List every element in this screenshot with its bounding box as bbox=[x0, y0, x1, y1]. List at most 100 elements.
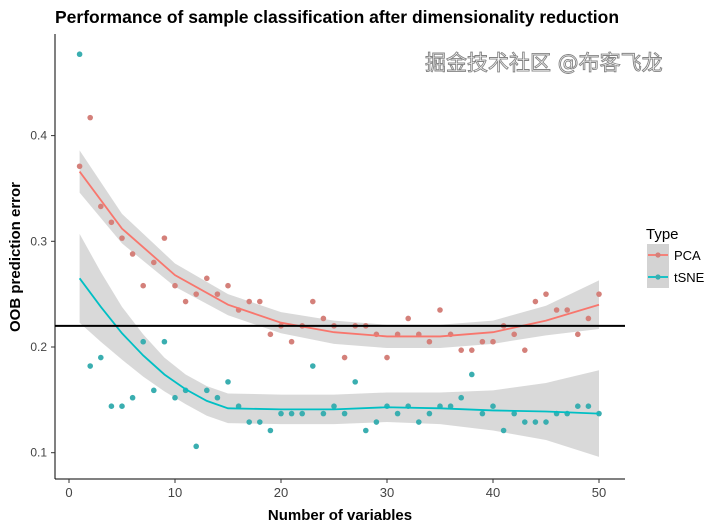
data-point-tsne bbox=[543, 419, 549, 425]
data-point-pca bbox=[172, 282, 178, 289]
data-point-tsne bbox=[288, 410, 295, 417]
data-point-tsne bbox=[299, 410, 306, 417]
data-point-tsne bbox=[500, 427, 507, 434]
data-point-tsne bbox=[172, 394, 178, 401]
data-point-tsne bbox=[575, 403, 581, 409]
confidence-band-pca bbox=[79, 150, 600, 349]
x-axis-label: Number of variables bbox=[268, 507, 412, 524]
data-point-pca bbox=[288, 338, 295, 345]
data-point-pca bbox=[267, 331, 274, 338]
data-point-tsne bbox=[267, 427, 274, 434]
data-point-tsne bbox=[140, 338, 146, 345]
data-point-pca bbox=[161, 235, 168, 241]
data-point-tsne bbox=[151, 387, 157, 394]
data-point-pca bbox=[310, 298, 316, 305]
data-point-pca bbox=[182, 298, 189, 305]
legend: Type PCA tSNE bbox=[646, 226, 705, 288]
legend-point-tsne bbox=[655, 274, 661, 280]
data-point-tsne bbox=[108, 403, 115, 409]
data-point-pca bbox=[575, 331, 581, 338]
data-point-tsne bbox=[129, 394, 136, 401]
data-point-tsne bbox=[310, 363, 316, 369]
data-point-pca bbox=[405, 315, 412, 322]
data-point-tsne bbox=[246, 419, 252, 425]
legend-title: Type bbox=[646, 226, 679, 243]
data-point-tsne bbox=[119, 403, 125, 409]
x-tick-label: 20 bbox=[274, 485, 288, 500]
y-tick-label: 0.4 bbox=[30, 129, 47, 143]
data-point-tsne bbox=[373, 419, 380, 425]
data-point-pca bbox=[479, 338, 486, 345]
data-point-tsne bbox=[363, 427, 369, 434]
data-point-tsne bbox=[76, 51, 83, 58]
data-point-tsne bbox=[458, 394, 465, 401]
data-point-pca bbox=[490, 338, 496, 345]
data-point-tsne bbox=[87, 363, 93, 369]
data-point-pca bbox=[225, 282, 231, 289]
x-tick-label: 0 bbox=[65, 485, 72, 500]
data-point-tsne bbox=[331, 403, 337, 409]
plot-area: 0.1 0.2 0.3 0.4 0 10 20 30 40 50 bbox=[30, 34, 625, 500]
y-tick-label: 0.3 bbox=[30, 234, 47, 248]
smooth-line-tsne bbox=[78, 277, 600, 415]
chart-title: Performance of sample classification aft… bbox=[55, 7, 619, 27]
data-point-pca bbox=[532, 298, 539, 305]
y-tick-label: 0.2 bbox=[30, 340, 47, 354]
data-point-tsne bbox=[447, 403, 454, 409]
data-point-tsne bbox=[225, 379, 231, 385]
data-point-pca bbox=[204, 275, 210, 282]
data-point-pca bbox=[193, 291, 199, 297]
data-point-tsne bbox=[98, 354, 104, 361]
data-point-tsne bbox=[479, 410, 486, 417]
smooth-line-pca bbox=[78, 171, 600, 338]
data-point-tsne bbox=[532, 419, 539, 425]
data-point-pca bbox=[543, 291, 549, 297]
data-point-pca bbox=[596, 291, 602, 297]
data-point-tsne bbox=[278, 410, 284, 417]
data-point-tsne bbox=[522, 419, 528, 425]
data-point-pca bbox=[553, 307, 560, 313]
legend-label-tsne: tSNE bbox=[674, 270, 705, 285]
data-point-tsne bbox=[469, 371, 475, 378]
data-point-tsne bbox=[320, 410, 327, 417]
data-point-pca bbox=[98, 203, 104, 210]
data-point-tsne bbox=[214, 394, 221, 401]
data-point-pca bbox=[426, 338, 433, 345]
watermark: 掘金技术社区 @布客飞龙 bbox=[425, 51, 663, 75]
data-point-tsne bbox=[511, 410, 517, 417]
data-point-tsne bbox=[257, 419, 263, 425]
data-point-pca bbox=[119, 235, 125, 241]
data-point-pca bbox=[246, 298, 252, 305]
data-point-tsne bbox=[416, 419, 422, 425]
data-point-pca bbox=[76, 163, 83, 170]
data-point-tsne bbox=[161, 338, 168, 345]
data-point-tsne bbox=[426, 410, 433, 417]
data-point-pca bbox=[341, 354, 348, 361]
data-point-tsne bbox=[394, 410, 401, 417]
data-point-pca bbox=[458, 347, 465, 353]
data-point-pca bbox=[384, 354, 390, 361]
data-point-tsne bbox=[193, 443, 199, 450]
data-point-pca bbox=[151, 259, 157, 266]
data-point-tsne bbox=[490, 403, 496, 409]
data-point-tsne bbox=[341, 410, 348, 417]
data-point-pca bbox=[522, 347, 528, 353]
x-tick-label: 40 bbox=[486, 485, 500, 500]
x-tick-label: 50 bbox=[592, 485, 606, 500]
data-point-pca bbox=[214, 291, 221, 297]
data-point-pca bbox=[320, 315, 327, 322]
data-point-tsne bbox=[352, 379, 359, 385]
data-point-pca bbox=[140, 282, 146, 289]
data-point-pca bbox=[585, 315, 592, 322]
data-point-tsne bbox=[204, 387, 210, 394]
data-point-pca bbox=[87, 114, 93, 121]
legend-point-pca bbox=[655, 252, 661, 258]
data-point-pca bbox=[564, 307, 570, 313]
y-axis-label: OOB prediction error bbox=[7, 182, 24, 332]
data-point-pca bbox=[108, 219, 115, 226]
data-point-pca bbox=[257, 298, 263, 305]
legend-label-pca: PCA bbox=[674, 248, 701, 263]
data-point-pca bbox=[437, 307, 443, 313]
